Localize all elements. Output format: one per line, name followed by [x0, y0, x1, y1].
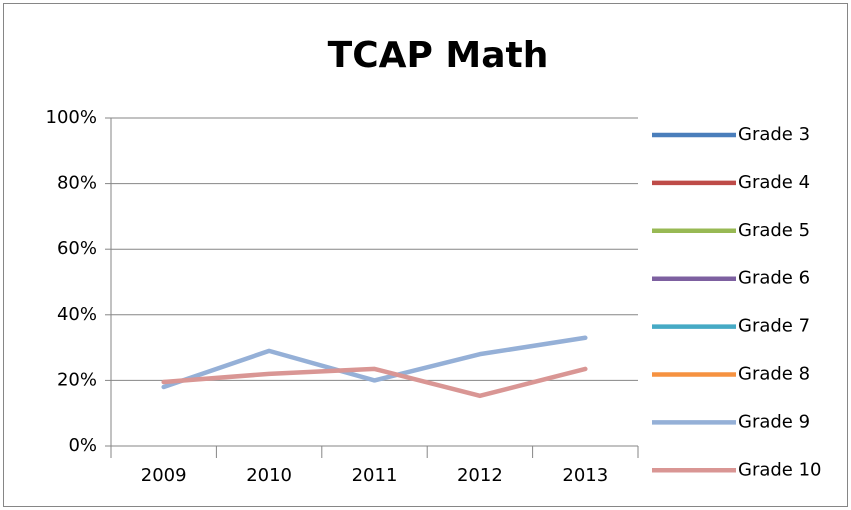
legend-label: Grade 3 [738, 124, 810, 145]
y-tick-label: 20% [57, 369, 97, 390]
x-tick-label: 2012 [457, 465, 503, 486]
series-line [161, 335, 588, 390]
y-tick-label: 100% [46, 107, 97, 128]
chart-title: TCAP Math [328, 35, 549, 76]
x-tick-label: 2013 [562, 465, 608, 486]
legend-label: Grade 7 [738, 316, 810, 337]
y-tick-label: 60% [57, 238, 97, 259]
y-tick-label: 80% [57, 173, 97, 194]
legend-label: Grade 8 [738, 364, 810, 385]
legend-label: Grade 4 [738, 172, 810, 193]
x-tick-label: 2010 [246, 465, 292, 486]
legend-label: Grade 5 [738, 220, 810, 241]
y-tick-label: 0% [68, 435, 97, 456]
legend-label: Grade 9 [738, 411, 810, 432]
legend-label: Grade 10 [738, 459, 822, 480]
chart-border [3, 3, 848, 507]
series-line [161, 366, 588, 399]
x-tick-label: 2011 [352, 465, 398, 486]
legend-label: Grade 6 [738, 268, 810, 289]
y-tick-label: 40% [57, 304, 97, 325]
x-tick-label: 2009 [141, 465, 187, 486]
